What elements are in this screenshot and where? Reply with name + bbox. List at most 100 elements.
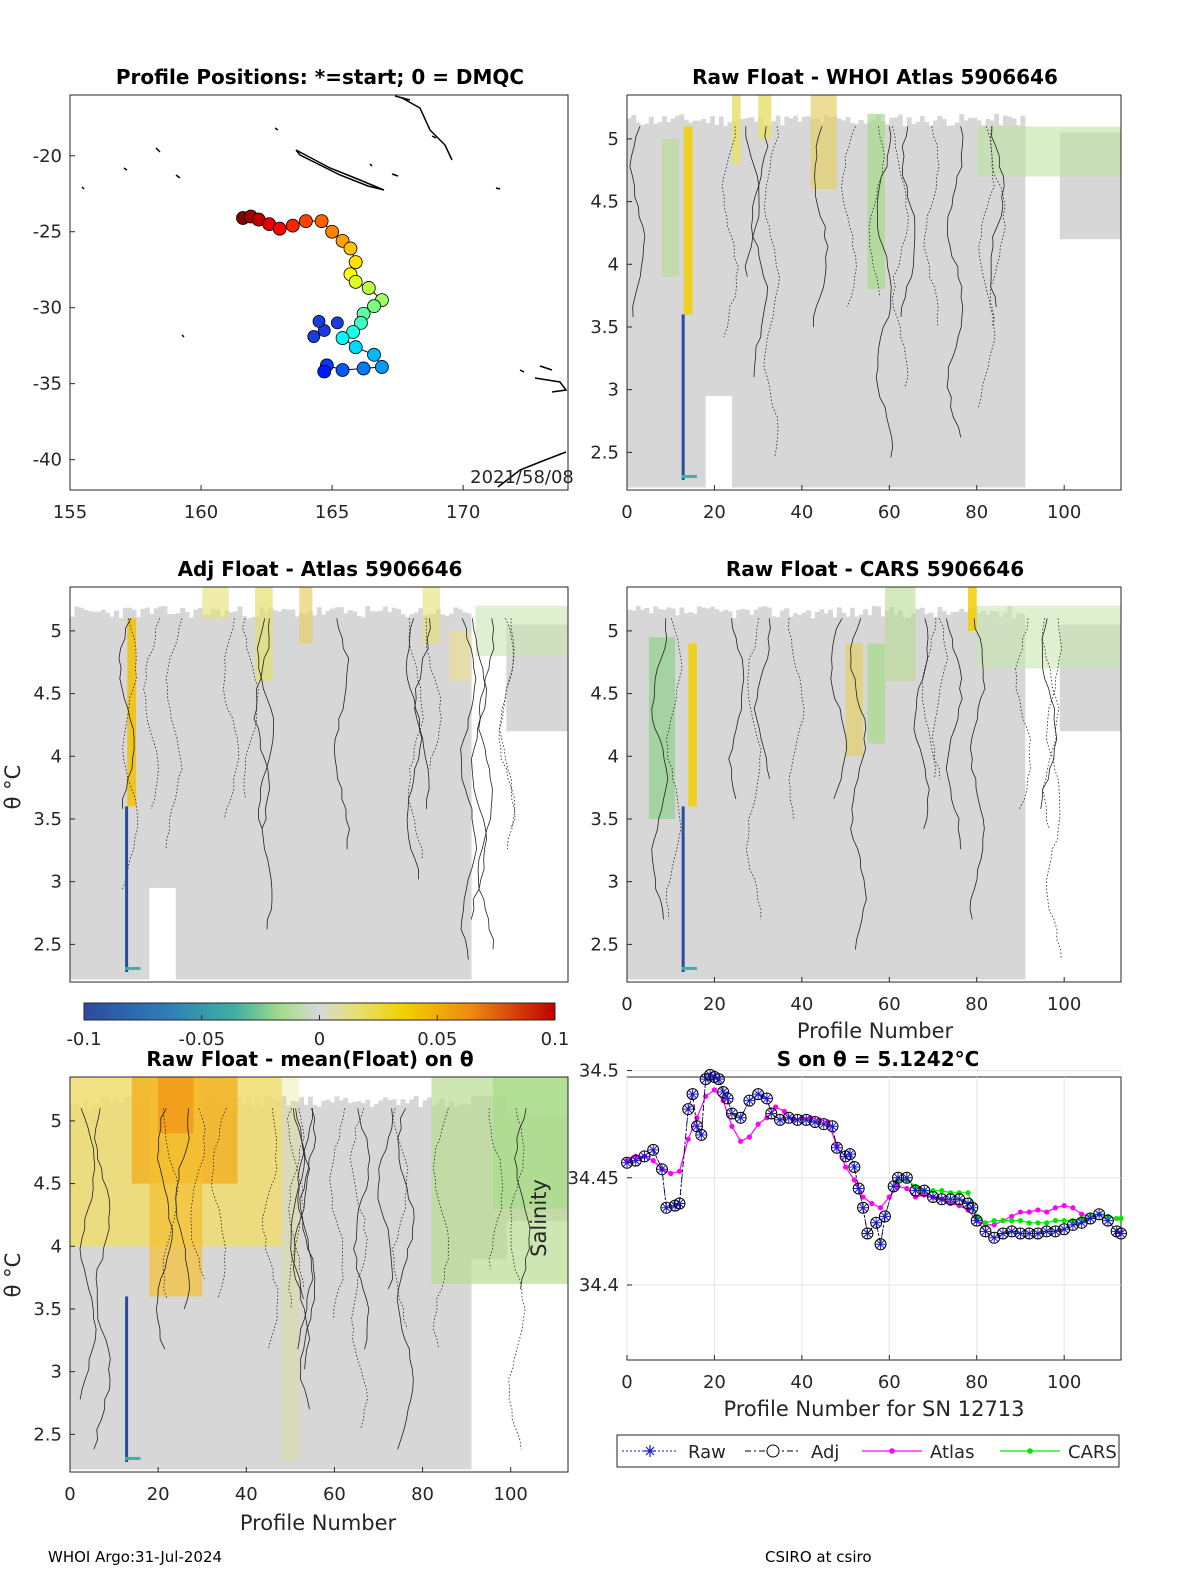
colorbar-tick-label: 0 [314,1029,325,1050]
heatmap-anomaly [125,966,141,970]
heatmap-cell [1072,132,1078,240]
heatmap-cell [312,615,318,980]
heatmap-cell [180,607,186,980]
heatmap-cell [998,125,1004,488]
x-tick-label: 170 [446,502,480,523]
heatmap-cell [356,1101,362,1470]
x-tick-label: 100 [1047,502,1081,523]
atlas-point [738,1138,744,1144]
salinity-xlabel: Profile Number for SN 12713 [723,1397,1024,1421]
heatmap-cell [391,607,397,980]
contour-line [721,126,739,338]
heatmap-cell [666,122,672,488]
heatmap-cell [880,616,886,980]
raw-point [997,1228,1008,1239]
cars-point [1052,1218,1059,1224]
heatmap-cell [740,608,746,980]
profile-marker [298,214,313,228]
cars-point [965,1190,971,1196]
heatmap-cell [644,123,650,488]
heatmap-cell [801,116,807,488]
y-tick-label: 4 [51,1236,62,1257]
heatmap-cell [554,624,560,732]
y-tick-label: 4 [51,746,62,767]
heatmap-cell [736,609,742,980]
raw-point [936,1194,947,1205]
heatmap-cell [679,114,685,488]
adj-point [1005,1225,1018,1238]
y-tick-label: 3.5 [590,317,619,338]
heatmap-cell [758,115,764,488]
heatmap-cell [277,1100,283,1470]
heatmap-cell [1116,132,1122,240]
atlas-point [877,1205,884,1211]
heatmap-cell [105,1096,111,1470]
contour-line [1040,618,1058,810]
footer-right: CSIRO at csiro [765,1548,872,1566]
contour-line [396,1108,415,1450]
heatmap-cell [696,120,702,488]
heatmap-cell [330,608,335,980]
heatmap-cell [299,1097,305,1470]
y-tick-label: 34.5 [579,1061,619,1082]
heatmap-cell [409,1099,415,1470]
contour-line [787,618,805,820]
adj-point [861,1227,874,1240]
heatmap-cell [933,616,938,980]
contour-line [377,1108,394,1290]
heatmap-cell [1002,115,1008,488]
heatmap-cell [418,1107,424,1470]
mean-float-heatmap: Raw Float - mean(Float) on θ 0 20 40 60 80 10… [1,1047,569,1535]
heatmap-cell [1094,132,1100,240]
heatmap-cell [285,1105,291,1470]
heatmap-cell [797,121,803,488]
raw-point [910,1185,921,1196]
raw-point [1050,1226,1061,1237]
raw-point [1067,1219,1078,1230]
heatmap-cell [523,624,529,732]
heatmap-cell [1081,624,1087,732]
heatmap-cell [705,608,711,980]
heatmap-cell [136,617,142,980]
heatmap-cell [166,614,172,980]
whoi-atlas-y-ticks: 5 4.5 4 3.5 3 2.5 [590,129,632,463]
heatmap-cell [127,1096,133,1470]
heatmap-cell [360,1103,366,1470]
heatmap-cell [294,1101,300,1470]
heatmap-cell [1103,624,1109,732]
legend-adj-marker [766,1444,780,1458]
heatmap-cell [153,608,159,980]
heatmap-cell [976,612,982,980]
heatmap-cell [268,607,274,980]
heatmap-cell [378,1100,384,1470]
heatmap-cell [206,614,212,980]
salinity-legend: Raw Adj Atlas CARS [616,1434,1120,1468]
raw-point [1032,1228,1043,1239]
heatmap-cell [246,1096,252,1470]
heatmap-cell [635,606,641,980]
whoi-atlas-axes [626,94,1122,491]
heatmap-cell [312,1105,318,1470]
cars-xlabel: Profile Number [797,1019,954,1043]
heatmap-cell [766,125,772,488]
heatmap-cell [898,610,903,980]
heatmap-cell [775,115,781,488]
heatmap-cell [109,616,115,980]
y-tick-label: 5 [608,129,619,150]
heatmap-cell [631,610,637,980]
contour-line [414,618,431,810]
cars-plot-area [627,587,1122,980]
raw-point [954,1194,965,1205]
heatmap-cell [140,1106,146,1470]
contour-line [978,126,996,408]
heatmap-anomaly [976,605,1121,669]
heatmap-cell [457,609,463,980]
adj-atlas-axes [69,586,569,983]
contour-line [744,126,760,277]
heatmap-cell [937,606,943,980]
heatmap-cell [316,607,322,980]
contour-line [728,618,745,799]
profile-marker [325,224,340,239]
heatmap-cell [1107,624,1113,732]
heatmap-cell [806,116,812,488]
